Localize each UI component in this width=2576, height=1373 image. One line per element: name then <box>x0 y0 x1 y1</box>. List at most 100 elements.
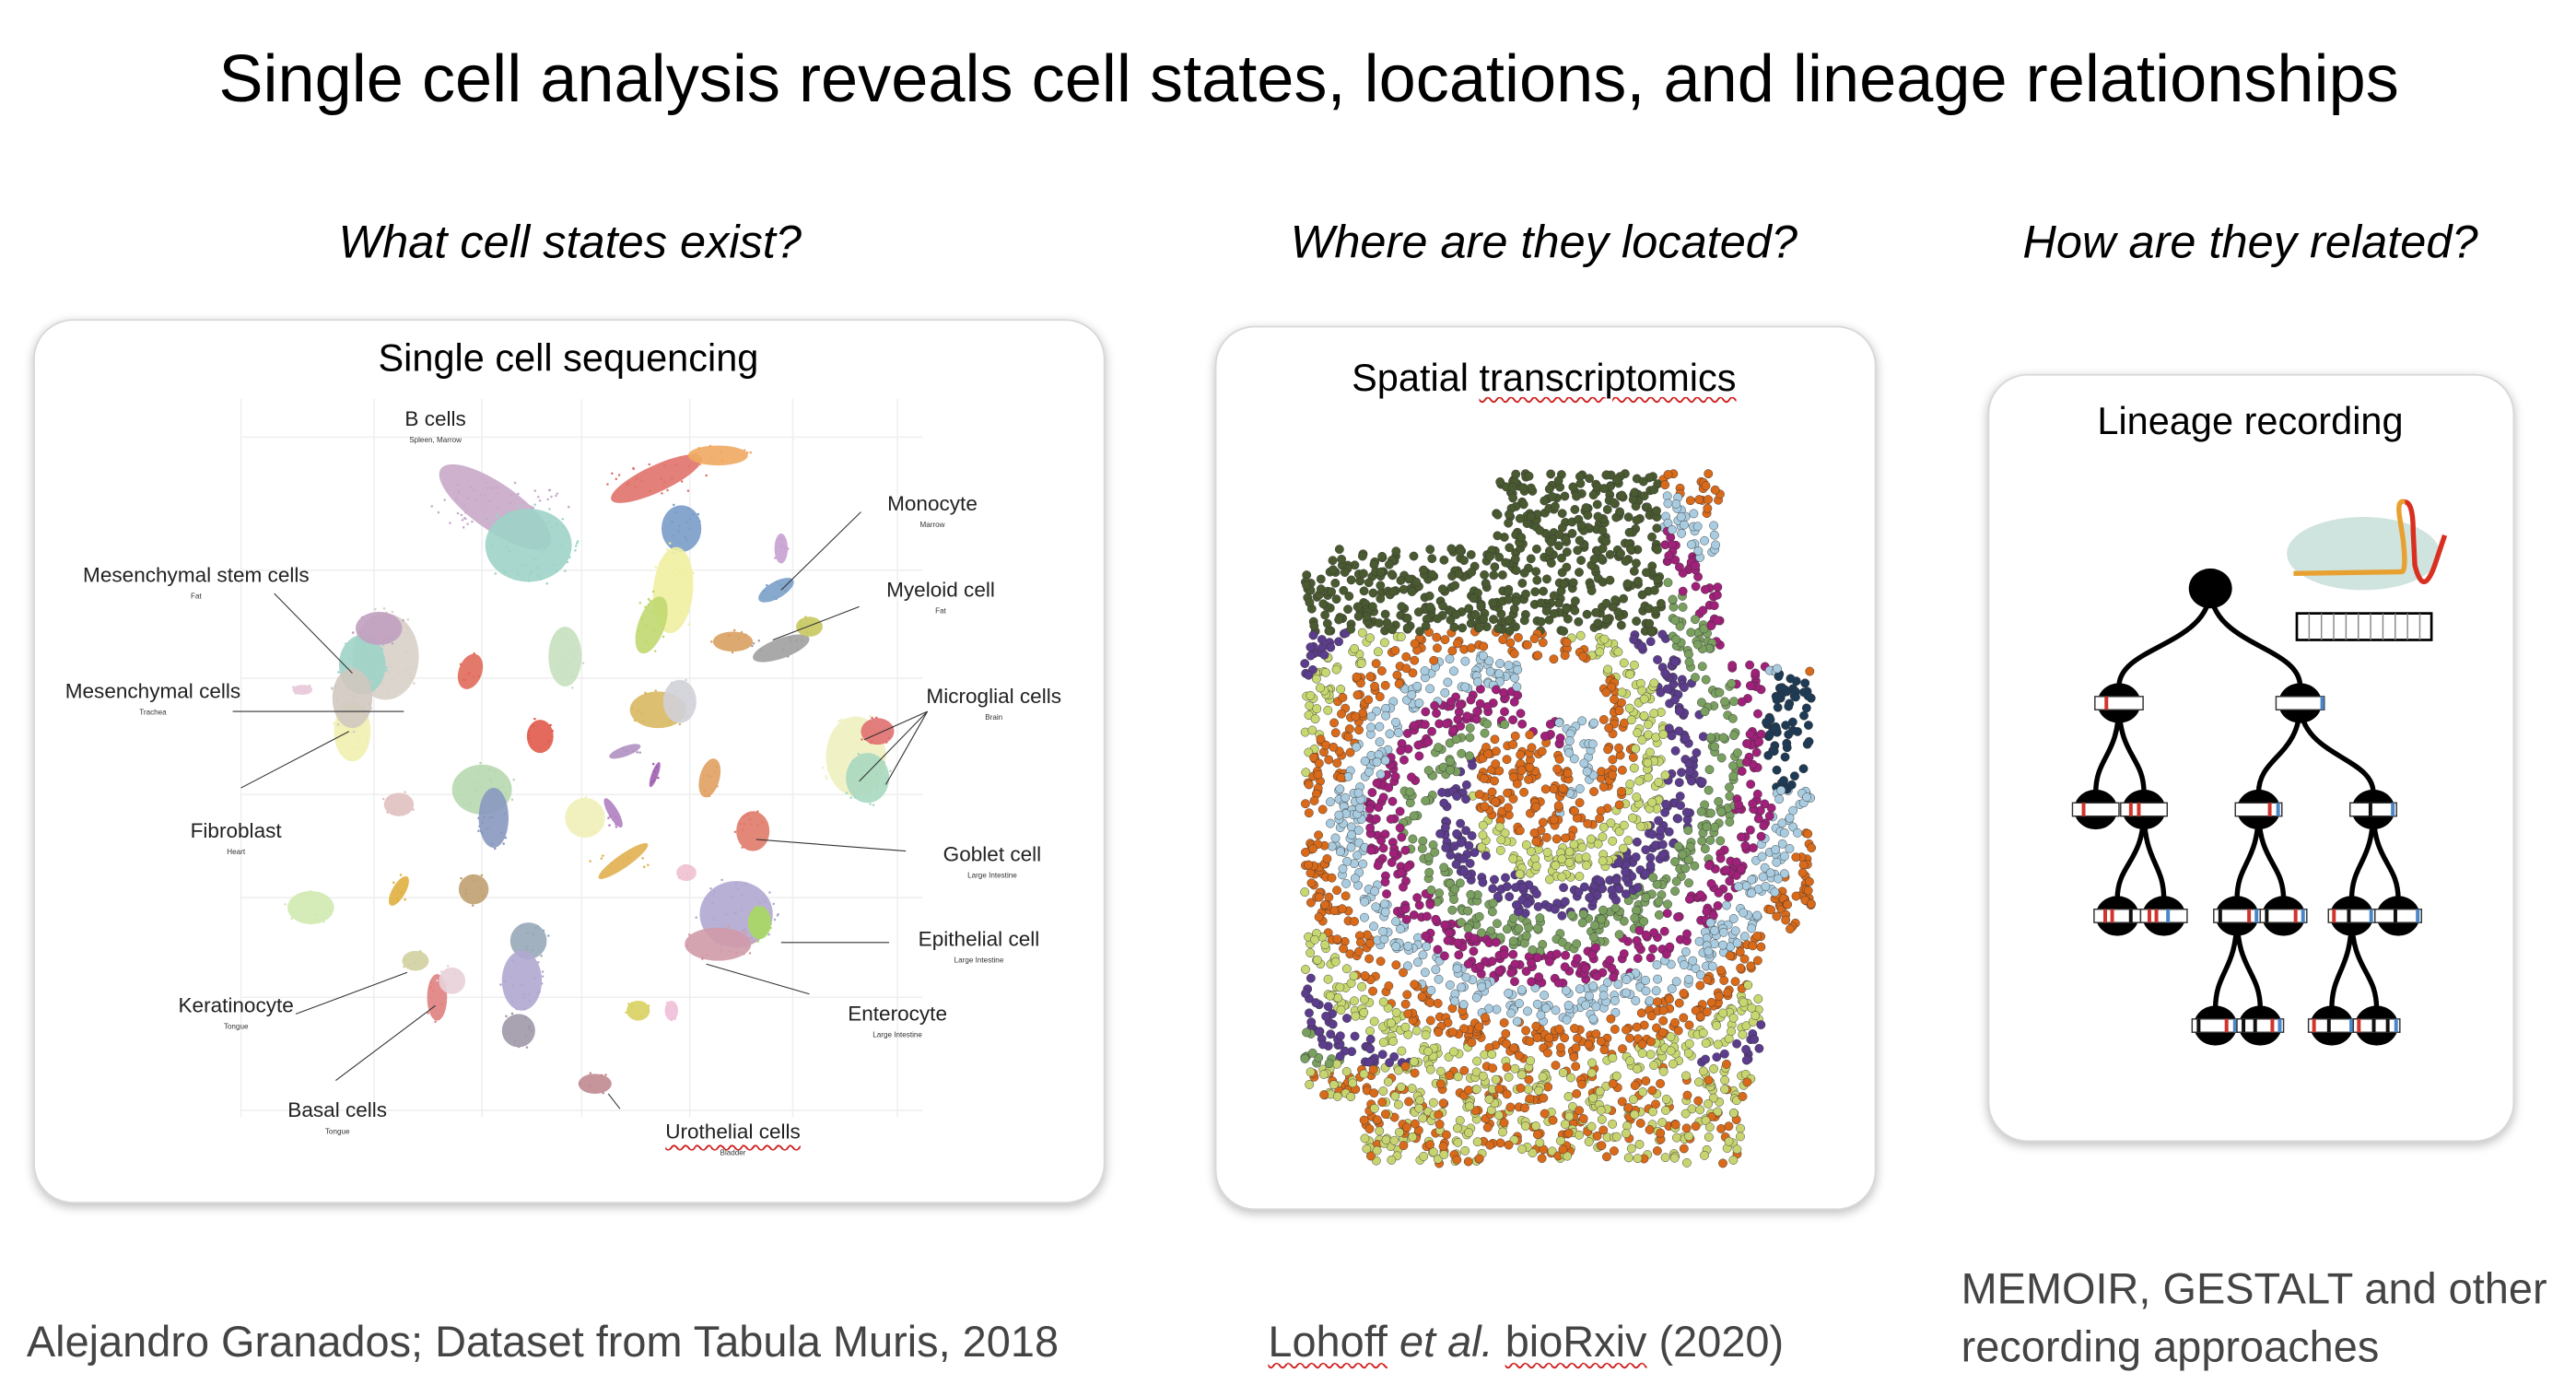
cell-dot <box>351 631 355 634</box>
cell-dot <box>674 626 677 629</box>
cell-dot <box>478 825 481 828</box>
cell-dot <box>685 678 687 682</box>
cell-dot <box>369 688 372 691</box>
cell-dot <box>511 959 515 962</box>
cell-dot <box>677 529 680 533</box>
cell-dot <box>355 650 357 652</box>
cell-dot <box>477 675 480 677</box>
cell-dot <box>591 816 595 820</box>
cell-dot <box>755 910 758 914</box>
cell-dot <box>780 537 783 541</box>
cell-dot <box>529 1000 532 1003</box>
cell-dot <box>524 948 528 951</box>
cell-dot <box>615 477 618 481</box>
cell-dot <box>680 610 683 614</box>
cell-dot <box>709 775 713 778</box>
cell-dot <box>475 781 479 785</box>
cell-dot <box>489 781 493 784</box>
cell-dot <box>685 873 689 875</box>
cell-dot <box>741 940 744 943</box>
cell-dot <box>351 746 355 750</box>
cell-dot <box>362 706 365 709</box>
cell-dot <box>672 534 675 537</box>
cell-dot <box>775 597 778 601</box>
cell-dot <box>525 945 529 948</box>
cell-dot <box>744 928 747 931</box>
cell-dot <box>685 571 689 575</box>
cell-dot <box>392 811 396 814</box>
cell-dot <box>685 556 688 558</box>
cell-dot <box>635 476 638 480</box>
cell-dot <box>865 782 869 785</box>
cell-dot <box>769 926 772 930</box>
cell-dot <box>727 924 731 928</box>
cell-dot <box>680 681 684 685</box>
cell-dot <box>640 711 644 715</box>
cell-dot <box>680 480 684 483</box>
cell-dot <box>581 814 585 817</box>
cell-dot <box>413 961 416 965</box>
cell-dot <box>665 1001 669 1004</box>
cell-dot <box>825 775 827 778</box>
cell-dot <box>470 791 473 793</box>
cell-dot <box>610 862 613 865</box>
cell-dot <box>561 627 564 630</box>
cell-dot <box>528 518 532 522</box>
cell-dot <box>884 776 887 780</box>
cell-dot <box>705 954 708 956</box>
cell-dot <box>648 463 651 466</box>
cell-dot <box>698 463 702 466</box>
cell-dot <box>385 617 389 620</box>
cell-dot <box>386 691 389 695</box>
tissue-label: Large Intestine <box>967 871 1017 880</box>
cell-dot <box>565 661 568 664</box>
leader-line <box>780 511 861 591</box>
cell-dot <box>374 627 378 630</box>
cell-dot <box>783 546 786 550</box>
cell-dot <box>516 532 519 534</box>
cell-dot <box>647 863 650 867</box>
cell-dot <box>670 1018 673 1022</box>
cell-dot <box>636 751 638 754</box>
cell-dot <box>532 933 535 936</box>
cell-dot <box>352 730 356 733</box>
cell-dot <box>494 533 498 535</box>
cell-dot <box>744 931 747 934</box>
cell-dot <box>599 805 603 809</box>
cell-dot <box>345 642 347 645</box>
cell-dot <box>381 647 384 651</box>
cell-dot <box>673 596 676 600</box>
cell-dot <box>539 577 543 580</box>
cell-dot <box>685 538 688 541</box>
cell-dot <box>526 957 529 961</box>
cell-dot <box>528 1025 531 1028</box>
cell-dot <box>365 739 368 742</box>
cell-dot <box>752 642 755 645</box>
cell-dot <box>292 686 295 688</box>
cell-dot <box>473 488 475 492</box>
cell-dot <box>853 796 857 799</box>
cell-dot <box>571 686 574 689</box>
cell-dot <box>489 530 493 533</box>
cell-dot <box>712 918 716 921</box>
cell-dot <box>833 777 837 780</box>
tissue-label: Tongue <box>324 1127 350 1136</box>
cell-dot <box>576 540 580 543</box>
cell-dot <box>799 624 802 628</box>
cell-cluster <box>846 753 890 804</box>
cell-dot <box>337 671 340 674</box>
cell-dot <box>546 498 550 501</box>
cell-type-label: Myeloid cell <box>886 578 995 603</box>
cell-dot <box>720 949 723 952</box>
leader-line <box>607 1093 621 1109</box>
cell-dot <box>496 486 498 489</box>
cell-dot <box>615 823 617 826</box>
cell-dot <box>395 898 399 900</box>
cell-dot <box>775 581 779 583</box>
cell-dot <box>651 590 655 593</box>
barcode-edit <box>2276 803 2280 816</box>
cell-dot <box>591 810 595 813</box>
barcode-edit <box>2301 909 2305 923</box>
